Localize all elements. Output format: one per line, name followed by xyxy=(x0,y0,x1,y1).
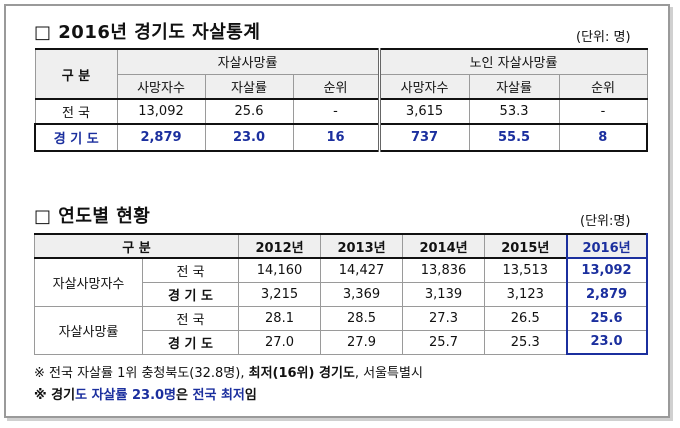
cell: 3,123 xyxy=(484,281,568,307)
s1-group2-header: 노인 자살사망률 xyxy=(377,48,648,75)
section1-title: □ 2016년 경기도 자살통계 xyxy=(34,22,261,43)
s2-category-header: 구 분 xyxy=(33,233,240,259)
cell: - xyxy=(558,98,648,125)
table-row: 경 기 도 27.0 27.9 25.7 25.3 23.0 xyxy=(35,329,648,355)
s1-sub-header: 자살률 xyxy=(468,73,560,100)
table-row: 전 국 13,092 25.6 - 3,615 53.3 - xyxy=(34,98,648,125)
cell: 13,513 xyxy=(484,257,568,283)
s1-category-header: 구 분 xyxy=(34,48,118,100)
cell-2016: 13,092 xyxy=(565,257,648,283)
cell: 14,160 xyxy=(238,257,322,283)
row-label: 경 기 도 xyxy=(34,123,118,152)
group-label: 자살사망자수 xyxy=(34,257,143,307)
note-2-tail: 임 xyxy=(244,388,257,403)
cell: 26.5 xyxy=(484,305,568,331)
s1-sub-header: 사망자수 xyxy=(116,73,206,100)
cell-2016: 2,879 xyxy=(565,281,648,307)
cell: 25.3 xyxy=(484,329,568,355)
note-2-text: ※ 경기 xyxy=(34,388,76,403)
cell: 16 xyxy=(292,123,380,152)
cell-2016: 25.6 xyxy=(565,305,648,331)
cell: 28.5 xyxy=(320,305,404,331)
cell: 3,369 xyxy=(320,281,404,307)
cell: 27.3 xyxy=(402,305,486,331)
s1-group1-header: 자살사망률 xyxy=(116,48,380,75)
s2-year-header: 2013년 xyxy=(320,233,404,259)
row-label: 전 국 xyxy=(141,305,240,331)
s1-sub-header: 순위 xyxy=(292,73,380,100)
cell: 13,092 xyxy=(116,98,206,125)
table-row-highlight: 경 기 도 2,879 23.0 16 737 55.5 8 xyxy=(34,123,649,152)
note-1: ※ 전국 자살률 1위 충청북도(32.8명), 최저(16위) 경기도, 서울… xyxy=(34,362,423,381)
table-row: 자살사망자수 전 국 14,160 14,427 13,836 13,513 1… xyxy=(34,257,648,307)
note-1-text: ※ 전국 자살률 1위 충청북도(32.8명), xyxy=(34,366,249,381)
s2-year-header: 2015년 xyxy=(484,233,568,259)
row-label: 경 기 도 xyxy=(141,281,240,307)
cell: 27.9 xyxy=(320,329,404,355)
cell: 3,139 xyxy=(402,281,486,307)
cell: 25.7 xyxy=(402,329,486,355)
cell: 28.1 xyxy=(238,305,322,331)
document-frame: □ 2016년 경기도 자살통계 (단위: 명) 구 분 자살사망률 노인 자살… xyxy=(4,4,670,418)
cell-2016: 23.0 xyxy=(565,329,648,355)
table-row: 자살사망률 전 국 28.1 28.5 27.3 26.5 25.6 xyxy=(34,305,648,355)
s2-year-header-2016: 2016년 xyxy=(565,233,648,259)
group-label: 자살사망률 xyxy=(34,305,143,355)
section1-unit: (단위: 명) xyxy=(576,30,631,45)
s2-year-header: 2014년 xyxy=(402,233,486,259)
note-2-mid: 은 xyxy=(176,388,193,403)
cell: 25.6 xyxy=(204,98,294,125)
s2-year-header: 2012년 xyxy=(238,233,322,259)
section2-title: □ 연도별 현황 xyxy=(34,206,151,227)
s1-sub-header: 순위 xyxy=(558,73,648,100)
cell: - xyxy=(292,98,380,125)
s1-sub-header: 사망자수 xyxy=(377,73,470,100)
section2-table: 구 분 2012년 2013년 2014년 2015년 2016년 자살사망자수… xyxy=(33,233,648,355)
note-1-bold: 최저(16위) 경기도 xyxy=(248,366,355,381)
cell: 55.5 xyxy=(468,123,560,152)
section1-table: 구 분 자살사망률 노인 자살사망률 사망자수 자살률 순위 사망자수 자살률 … xyxy=(34,48,649,152)
cell: 27.0 xyxy=(238,329,322,355)
note-1-tail: , 서울특별시 xyxy=(354,366,423,381)
note-2-blue-2: 전국 최저 xyxy=(192,388,245,403)
cell: 23.0 xyxy=(204,123,294,152)
s1-sub-header: 자살률 xyxy=(204,73,294,100)
cell: 2,879 xyxy=(116,123,206,152)
cell: 737 xyxy=(377,123,470,152)
row-label: 전 국 xyxy=(34,98,118,125)
note-2-blue: 도 자살률 23.0명 xyxy=(75,388,177,403)
section2-unit: (단위:명) xyxy=(580,214,631,229)
row-label: 전 국 xyxy=(141,257,240,283)
cell: 13,836 xyxy=(402,257,486,283)
table-row: 경 기 도 3,215 3,369 3,139 3,123 2,879 xyxy=(35,281,648,307)
cell: 14,427 xyxy=(320,257,404,283)
note-2: ※ 경기도 자살률 23.0명은 전국 최저임 xyxy=(34,384,257,403)
cell: 3,215 xyxy=(238,281,322,307)
cell: 3,615 xyxy=(377,98,470,125)
cell: 53.3 xyxy=(468,98,560,125)
row-label: 경 기 도 xyxy=(141,329,240,355)
cell: 8 xyxy=(558,123,649,152)
